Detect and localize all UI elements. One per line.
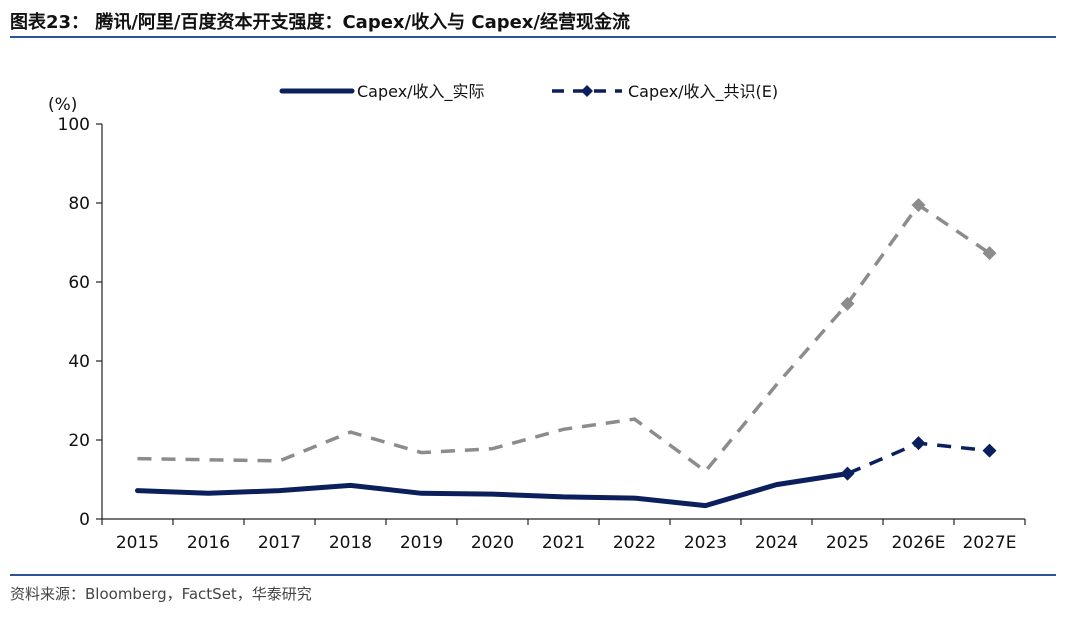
x-tick-label: 2020 xyxy=(471,533,514,553)
series-point-consensus xyxy=(911,436,926,451)
x-tick-label: 2027E xyxy=(962,533,1016,553)
x-tick-label: 2019 xyxy=(400,533,443,553)
figure-title: 图表23： 腾讯/阿里/百度资本开支强度：Capex/收入与 Capex/经营现… xyxy=(10,12,630,33)
x-tick-label: 2026E xyxy=(891,533,945,553)
source-note: 资料来源：Bloomberg，FactSet，华泰研究 xyxy=(10,585,312,603)
y-tick-label: 60 xyxy=(68,273,90,293)
y-tick-label: 80 xyxy=(68,194,90,214)
series-line-actual xyxy=(135,471,850,509)
series-2 xyxy=(137,197,997,474)
axes: 0 20 40 60 80 100 2015 2016 2017 2018 2019 2020 2021… xyxy=(58,115,1026,553)
legend-label-actual: Capex/收入_实际 xyxy=(357,82,485,102)
x-tick-label: 2017 xyxy=(258,533,301,553)
series-point-grey xyxy=(840,296,855,311)
series-point-grey xyxy=(911,197,926,212)
x-tick-label: 2023 xyxy=(684,533,727,553)
x-tick-label: 2015 xyxy=(116,533,159,553)
series-layer xyxy=(135,197,997,509)
source-divider xyxy=(10,574,1056,576)
x-tick-label: 2016 xyxy=(187,533,230,553)
x-tick-label: 2022 xyxy=(613,533,656,553)
series-0 xyxy=(135,471,850,509)
legend-label-consensus: Capex/收入_共识(E) xyxy=(628,82,778,102)
x-tick-label: 2018 xyxy=(329,533,372,553)
line-chart: Capex/收入_实际 Capex/收入_共识(E) (%) 0 20 40 60 80 1… xyxy=(48,82,1026,553)
title-divider xyxy=(10,36,1056,38)
y-tick-label: 20 xyxy=(68,431,90,451)
legend: Capex/收入_实际 Capex/收入_共识(E) xyxy=(279,82,778,102)
series-point-grey xyxy=(982,246,997,261)
y-tick-label: 100 xyxy=(58,115,90,135)
series-point-consensus xyxy=(982,443,997,458)
x-tick-label: 2024 xyxy=(755,533,798,553)
series-1 xyxy=(840,436,997,481)
legend-marker-consensus xyxy=(581,85,593,97)
y-tick-label: 40 xyxy=(68,352,90,372)
y-tick-label: 0 xyxy=(79,510,90,530)
x-tick-label: 2025 xyxy=(826,533,869,553)
y-axis-unit-label: (%) xyxy=(48,95,77,115)
series-line-grey xyxy=(137,202,991,474)
x-tick-label: 2021 xyxy=(542,533,585,553)
